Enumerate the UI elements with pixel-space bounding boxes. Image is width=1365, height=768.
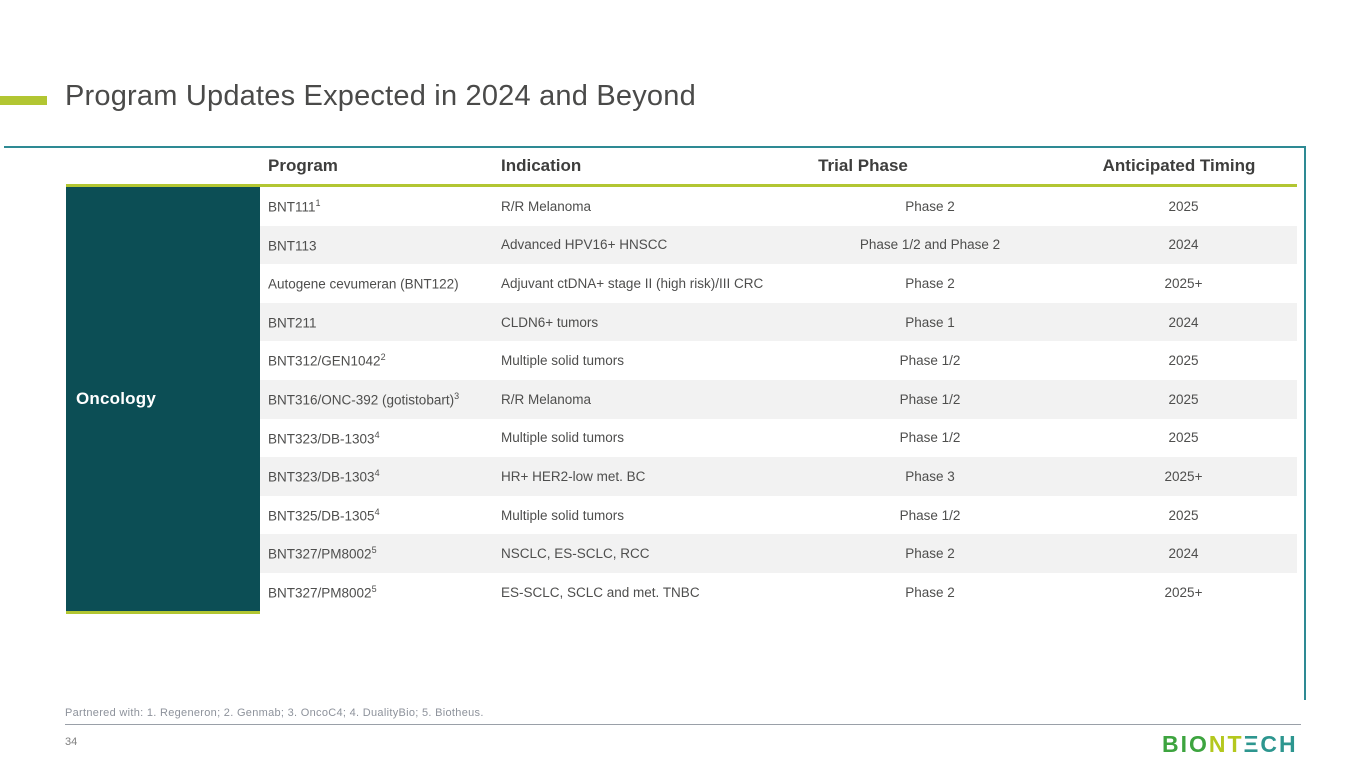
trial-phase-cell: Phase 1/2 <box>899 353 961 369</box>
indication-cell: Multiple solid tumors <box>501 507 625 523</box>
table-row: BNT312/GEN10422 Multiple solid tumors Ph… <box>260 341 1297 380</box>
program-name: BNT325/DB-1305 <box>268 508 375 524</box>
program-footnote-marker: 1 <box>315 198 321 209</box>
indication-cell: Multiple solid tumors <box>501 430 625 446</box>
trial-phase-cell: Phase 1/2 <box>899 507 961 523</box>
table-row: BNT1111 R/R Melanoma Phase 2 2025 <box>260 187 1297 226</box>
trial-phase-cell: Phase 3 <box>905 468 955 484</box>
timing-cell: 2024 <box>1168 237 1199 253</box>
program-name: BNT323/DB-1303 <box>268 469 375 485</box>
trial-phase-cell: Phase 1/2 and Phase 2 <box>859 237 1001 253</box>
page-number: 34 <box>65 736 78 748</box>
program-cell: BNT1111 <box>260 198 495 215</box>
indication-cell: Advanced HPV16+ HNSCC <box>501 237 668 253</box>
trial-phase-cell: Phase 1/2 <box>899 430 961 446</box>
program-name: BNT113 <box>268 238 317 254</box>
program-name: BNT111 <box>268 199 316 215</box>
indication-cell: ES-SCLC, SCLC and met. TNBC <box>501 584 700 600</box>
category-label: Oncology <box>76 389 156 408</box>
program-footnote-marker: 4 <box>374 429 380 440</box>
timing-cell: 2025 <box>1168 391 1199 407</box>
program-cell: BNT312/GEN10422 <box>260 352 495 369</box>
timing-cell: 2025+ <box>1164 468 1203 484</box>
column-header-program: Program <box>268 156 338 175</box>
table-row: BNT323/DB-13034 Multiple solid tumors Ph… <box>260 418 1297 458</box>
table-right-border <box>1304 146 1306 700</box>
program-cell: Autogene cevumeran (BNT122) <box>260 275 495 292</box>
timing-cell: 2025 <box>1168 507 1199 523</box>
table-row: BNT325/DB-13054 Multiple solid tumors Ph… <box>260 495 1297 535</box>
program-name: Autogene cevumeran (BNT122) <box>268 276 459 292</box>
timing-cell: 2024 <box>1168 314 1199 330</box>
indication-cell: Adjuvant ctDNA+ stage II (high risk)/III… <box>501 275 764 291</box>
header-underline <box>66 184 1297 187</box>
table-row: BNT323/DB-13034 HR+ HER2-low met. BC Pha… <box>260 457 1297 496</box>
trial-phase-cell: Phase 1 <box>905 314 955 330</box>
table-row: Autogene cevumeran (BNT122) Adjuvant ctD… <box>260 264 1297 303</box>
table-row: BNT113 Advanced HPV16+ HNSCC Phase 1/2 a… <box>260 225 1297 265</box>
category-block-oncology: Oncology <box>66 184 260 614</box>
timing-cell: 2025 <box>1168 198 1199 214</box>
timing-cell: 2025+ <box>1164 584 1203 600</box>
table-row: BNT327/PM80025 NSCLC, ES-SCLC, RCC Phase… <box>260 534 1297 573</box>
trial-phase-cell: Phase 2 <box>905 275 955 291</box>
column-header-anticipated-timing: Anticipated Timing <box>1102 156 1256 175</box>
biontech-logo: BIONTΞCH <box>1162 731 1298 757</box>
page-title: Program Updates Expected in 2024 and Bey… <box>65 80 696 112</box>
program-name: BNT323/DB-1303 <box>268 431 375 447</box>
footnote-text: Partnered with: 1. Regeneron; 2. Genmab;… <box>65 707 484 719</box>
indication-cell: CLDN6+ tumors <box>501 314 599 330</box>
table-top-border <box>4 146 1306 148</box>
program-footnote-marker: 4 <box>374 468 380 479</box>
indication-cell: HR+ HER2-low met. BC <box>501 468 646 484</box>
trial-phase-cell: Phase 1/2 <box>899 391 961 407</box>
program-name: BNT312/GEN1042 <box>268 353 381 369</box>
column-header-indication: Indication <box>501 156 582 175</box>
footnote-divider: Partnered with: 1. Regeneron; 2. Genmab;… <box>65 703 1301 725</box>
program-cell: BNT323/DB-13034 <box>260 430 495 447</box>
program-cell: BNT327/PM80025 <box>260 584 495 601</box>
table-row: BNT327/PM80025 ES-SCLC, SCLC and met. TN… <box>260 572 1297 612</box>
program-footnote-marker: 4 <box>374 506 380 517</box>
timing-cell: 2025+ <box>1164 275 1203 291</box>
program-name: BNT327/PM8002 <box>268 546 372 562</box>
logo-segment-nt: NT <box>1208 731 1244 757</box>
program-footnote-marker: 3 <box>454 391 460 402</box>
program-cell: BNT316/ONC-392 (gotistobart)3 <box>260 391 495 408</box>
trial-phase-cell: Phase 2 <box>905 584 955 600</box>
program-cell: BNT211 <box>260 314 495 331</box>
table-row: BNT211 CLDN6+ tumors Phase 1 2024 <box>260 302 1297 342</box>
table-row: BNT316/ONC-392 (gotistobart)3 R/R Melano… <box>260 379 1297 419</box>
indication-cell: R/R Melanoma <box>501 198 592 214</box>
program-cell: BNT327/PM80025 <box>260 545 495 562</box>
program-cell: BNT323/DB-13034 <box>260 468 495 485</box>
trial-phase-cell: Phase 2 <box>905 198 955 214</box>
title-accent-bar <box>0 96 47 105</box>
program-name: BNT316/ONC-392 (gotistobart) <box>268 392 455 408</box>
table-rows: BNT1111 R/R Melanoma Phase 2 2025 BNT113… <box>260 187 1297 612</box>
program-cell: BNT113 <box>260 237 495 254</box>
trial-phase-cell: Phase 2 <box>905 546 955 562</box>
program-name: BNT211 <box>268 315 317 331</box>
timing-cell: 2025 <box>1168 430 1199 446</box>
indication-cell: Multiple solid tumors <box>501 353 625 369</box>
indication-cell: NSCLC, ES-SCLC, RCC <box>501 546 650 562</box>
timing-cell: 2025 <box>1168 353 1199 369</box>
program-cell: BNT325/DB-13054 <box>260 507 495 524</box>
column-header-trial-phase: Trial Phase <box>818 156 908 175</box>
program-name: BNT327/PM8002 <box>268 585 372 601</box>
program-footnote-marker: 5 <box>371 583 377 594</box>
indication-cell: R/R Melanoma <box>501 391 592 407</box>
program-footnote-marker: 5 <box>371 545 377 556</box>
logo-segment-ech: ΞCH <box>1243 731 1298 757</box>
program-footnote-marker: 2 <box>380 352 386 363</box>
logo-segment-bio: BIO <box>1162 731 1209 757</box>
timing-cell: 2024 <box>1168 546 1199 562</box>
